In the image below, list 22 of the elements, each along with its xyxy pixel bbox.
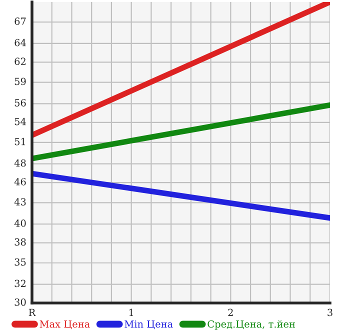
y-tick-label: 32 <box>14 280 26 288</box>
legend-label: Max Цена <box>40 320 90 330</box>
y-tick-label: 59 <box>14 78 26 86</box>
legend-label: Min Цена <box>124 320 173 330</box>
y-tick-label: 62 <box>14 58 26 66</box>
x-tick-label: 3 <box>328 308 332 316</box>
y-tick-label: 54 <box>14 118 26 126</box>
x-tick-label: R <box>28 308 36 316</box>
y-tick-label: 56 <box>14 99 26 106</box>
legend-label: Сред.Цена, т.йен <box>208 320 295 330</box>
y-tick-label: 51 <box>14 138 26 146</box>
y-tick-label: 67 <box>14 18 26 25</box>
y-tick-label: 40 <box>14 220 26 227</box>
y-tick-label: 43 <box>14 198 26 206</box>
x-tick-label: 1 <box>129 308 134 316</box>
y-tick-label: 64 <box>14 38 26 46</box>
y-tick-label: 48 <box>14 159 26 167</box>
y-tick-label: 46 <box>14 178 26 186</box>
y-tick-label: 30 <box>14 298 26 306</box>
y-tick-label: 38 <box>14 238 26 246</box>
y-tick-label: 35 <box>14 258 26 266</box>
x-tick-label: 2 <box>228 308 233 316</box>
